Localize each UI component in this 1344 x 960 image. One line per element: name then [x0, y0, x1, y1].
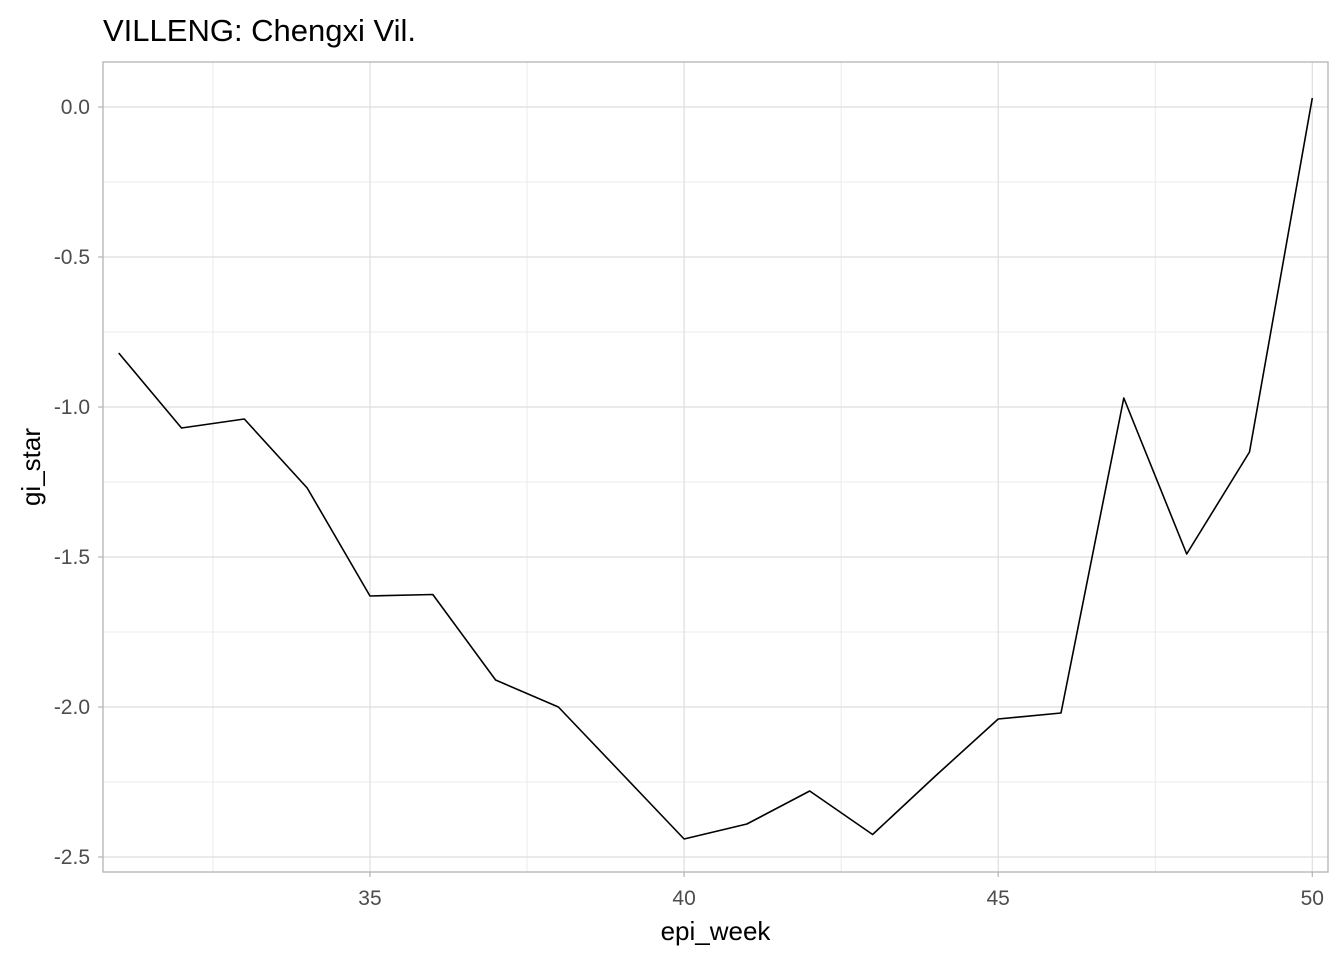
x-axis-title: epi_week [661, 916, 772, 946]
series-layer [118, 97, 1314, 840]
y-tick-label: -2.0 [54, 696, 90, 719]
x-tick-label: 40 [672, 887, 695, 910]
plot-panel-border [102, 61, 1329, 873]
x-tick-label: 35 [358, 887, 381, 910]
y-axis-title: gi_star [16, 428, 46, 506]
x-tick-label: 45 [987, 887, 1010, 910]
y-tick-label: -1.5 [54, 546, 90, 569]
y-tick-label: -2.5 [54, 846, 90, 869]
grid [103, 62, 1328, 872]
x-tick-label: 50 [1301, 887, 1324, 910]
y-tick-label: 0.0 [61, 96, 90, 119]
x-axis-ticks: 35 40 45 50 [358, 872, 1324, 910]
chart-title: VILLENG: Chengxi Vil. [103, 13, 416, 48]
series-line [118, 97, 1314, 840]
y-tick-label: -0.5 [54, 246, 90, 269]
y-tick-label: -1.0 [54, 396, 90, 419]
y-axis-ticks: 0.0 -0.5 -1.0 -1.5 -2.0 -2.5 [54, 96, 103, 869]
